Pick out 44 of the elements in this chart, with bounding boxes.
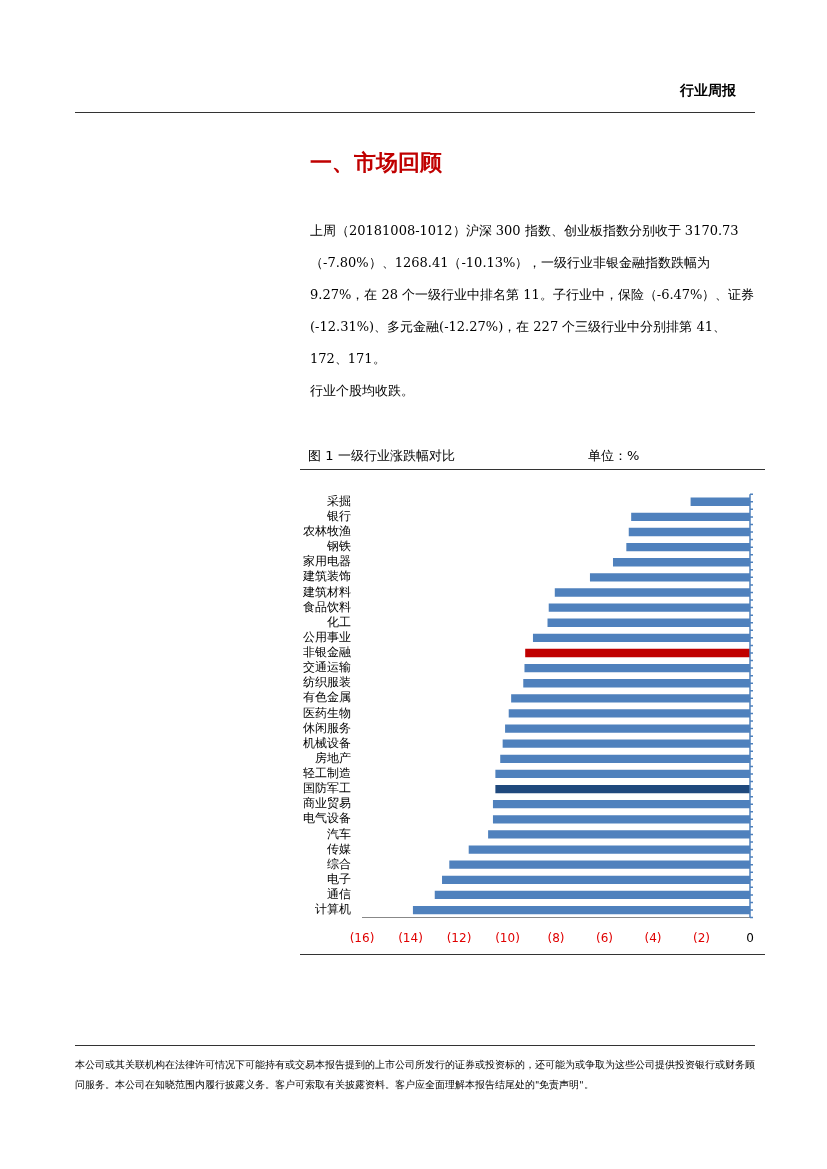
text: 行业周报 xyxy=(680,82,736,100)
y-tick-label: 交通运输 xyxy=(303,660,351,675)
x-tick-label: (12) xyxy=(446,930,472,945)
x-tick-label: (16) xyxy=(349,930,375,945)
y-tick-label: 轻工制造 xyxy=(303,766,351,781)
y-tick-label: 银行 xyxy=(326,509,351,524)
y-tick-label: 医药生物 xyxy=(303,705,351,720)
y-tick-label: 化工 xyxy=(327,614,351,629)
text: 一、市场回顾 xyxy=(310,149,442,177)
x-tick-label: (4) xyxy=(644,930,662,945)
text: 本公司或其关联机构在法律许可情况下可能持有或交易本报告提到的上市公司所发行的证券或投资标的，还可能为或争取为这些公司提供投资银行或财务顾问服务。本公司在知晓范围内履行披露义务。客户可索取有关披露资料。客户应全面理解本报告结尾处的"免责声明"。 xyxy=(75,1058,755,1092)
x-tick-label: (8) xyxy=(547,930,565,945)
y-tick-label: 钢铁 xyxy=(326,539,351,554)
y-tick-label: 有色金属 xyxy=(303,690,351,705)
y-tick-label: 电子 xyxy=(327,871,351,886)
y-tick-label: 电气设备 xyxy=(303,811,351,826)
y-tick-label: 通信 xyxy=(327,887,351,902)
chart-subtitle: 单位：% xyxy=(588,447,640,465)
y-tick-label: 农林牧渔 xyxy=(303,524,351,539)
y-tick-label: 计算机 xyxy=(315,902,351,917)
y-tick-label: 房地产 xyxy=(315,750,351,765)
y-tick-label: 建筑装饰 xyxy=(302,569,351,584)
text: 行业个股均收跌。 xyxy=(310,382,415,400)
y-tick-label: 建筑材料 xyxy=(302,584,351,599)
chart-title: 图 1 一级行业涨跌幅对比 xyxy=(308,447,456,465)
y-tick-label: 非银金融 xyxy=(303,645,351,660)
y-tick-label: 汽车 xyxy=(327,826,351,841)
x-tick-label: (6) xyxy=(596,930,613,945)
y-tick-label: 纺织服装 xyxy=(303,675,351,690)
y-tick-label: 传媒 xyxy=(327,841,351,856)
y-tick-label: 国防军工 xyxy=(303,781,351,796)
y-tick-label: 家用电器 xyxy=(303,554,351,569)
y-tick-label: 综合 xyxy=(327,856,351,871)
x-tick-label: 0 xyxy=(746,930,754,945)
y-tick-label: 公用事业 xyxy=(303,629,351,644)
y-tick-label: 休闲服务 xyxy=(303,720,351,735)
x-tick-label: (14) xyxy=(398,930,423,945)
y-tick-label: 采掘 xyxy=(327,493,351,508)
y-tick-label: 商业贸易 xyxy=(303,796,351,811)
x-tick-label: (2) xyxy=(693,930,710,945)
x-tick-label: (10) xyxy=(495,930,520,945)
y-tick-label: 机械设备 xyxy=(303,735,351,750)
text: 上周（20181008-1012）沪深 300 指数、创业板指数分别收于 3170.73（-7.80%）、1268.41（-10.13%），一级行业非银金融指数跌幅为 9.27%，在 28 个一级行业中排名第 11。子行业中，保险（-6.47%）、证券(-12.31%)、多元金融(-12.27%)，在 227 个三级行业中分别排第 41、172、171。 xyxy=(310,223,755,366)
y-tick-label: 食品饮料 xyxy=(303,599,351,614)
